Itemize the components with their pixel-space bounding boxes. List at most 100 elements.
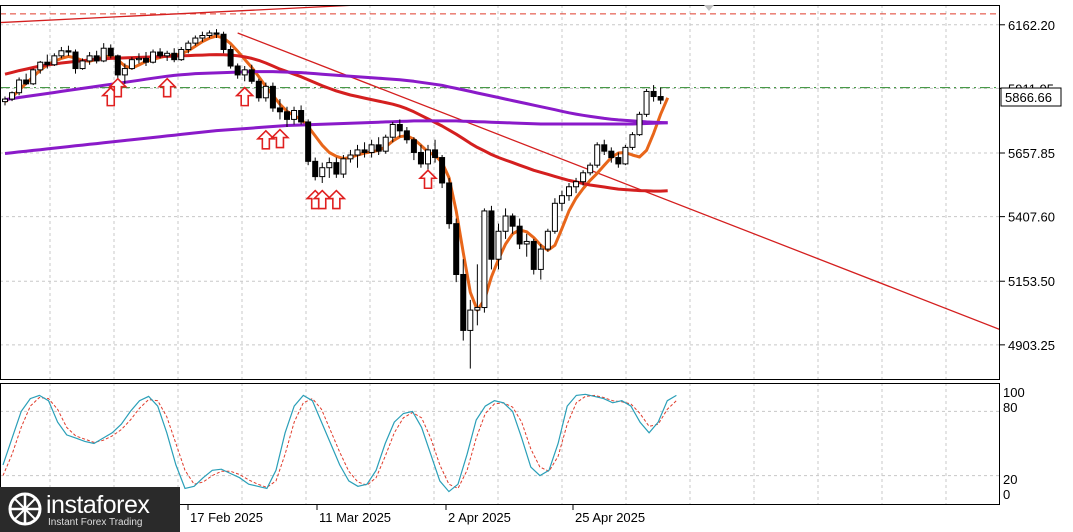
current-price-label: 5866.66 (1005, 90, 1052, 105)
buy-arrow-icon (326, 189, 347, 210)
current-price-tag: 5866.66 (1000, 87, 1062, 107)
candlestick (319, 162, 326, 183)
candlestick (368, 139, 375, 158)
candlestick (615, 152, 622, 168)
candlestick (530, 238, 537, 275)
candlestick (601, 139, 608, 155)
candlestick (580, 170, 587, 186)
candlestick (164, 50, 171, 61)
candlestick (171, 48, 178, 63)
candlestick (474, 264, 481, 326)
logo-tagline-text: Instant Forex Trading (48, 517, 143, 528)
x-tick-label: 2 Apr 2025 (448, 510, 511, 525)
candlestick (16, 77, 23, 96)
candlestick (284, 106, 290, 128)
buy-arrow-icon (418, 169, 438, 190)
candlestick (51, 53, 58, 67)
stochastic-main-line (2, 393, 677, 493)
trendline (237, 32, 1000, 331)
candlestick (594, 142, 601, 168)
candlestick (622, 144, 629, 166)
candlestick (44, 54, 51, 69)
buy-arrow-icon (234, 86, 255, 107)
candlestick (100, 43, 107, 63)
candlestick (298, 105, 305, 125)
candlestick (241, 66, 248, 82)
candlestick (157, 48, 164, 59)
y-tick-label: 5657.85 (1008, 146, 1055, 161)
candlestick (417, 144, 424, 168)
candlestick (566, 182, 572, 201)
stochastic-level-label: 100 (1003, 385, 1025, 400)
buy-arrow-icon (107, 77, 128, 98)
trendline (0, 5, 358, 24)
candlestick (206, 30, 213, 39)
candlestick (86, 52, 93, 65)
main-plot-area (0, 5, 1000, 369)
candlestick (213, 29, 220, 39)
y-tick-label: 5407.60 (1008, 210, 1055, 225)
candlestick (93, 50, 100, 64)
candlestick (587, 162, 594, 176)
candlestick (248, 64, 255, 84)
candlestick (312, 157, 319, 181)
candlestick (516, 218, 523, 250)
x-tick-label: 11 Mar 2025 (319, 510, 391, 525)
candlestick (629, 132, 636, 150)
candlestick (551, 198, 558, 234)
main-plot-frame (0, 5, 1000, 380)
y-tick-label: 6162.20 (1008, 18, 1055, 33)
candlestick (291, 106, 298, 125)
candlestick (382, 134, 389, 154)
candlestick (558, 190, 565, 211)
candlestick (467, 299, 474, 369)
candlestick (495, 223, 502, 270)
candlestick (234, 63, 241, 79)
buy-arrow-icon (255, 129, 276, 150)
candlestick (9, 91, 16, 102)
candlestick (305, 119, 312, 166)
candlestick (375, 137, 382, 155)
candlestick (333, 157, 340, 178)
stochastic-level-label: 80 (1003, 400, 1017, 415)
stochastic-plot-area (0, 393, 1000, 493)
candlestick (143, 52, 149, 67)
x-axis: 17 Feb 2025 11 Mar 2025 2 Apr 2025 25 Apr 2… (187, 505, 645, 525)
candlestick (150, 49, 157, 64)
candlestick (396, 119, 403, 138)
candlestick (23, 73, 30, 86)
candlestick (650, 85, 657, 102)
y-tick-label: 5153.50 (1008, 274, 1055, 289)
candlestick (37, 60, 44, 74)
stochastic-level-label: 0 (1003, 487, 1010, 502)
candlestick (192, 35, 199, 46)
stochastic-level-label: 20 (1003, 472, 1017, 487)
scroll-marker-icon[interactable] (704, 5, 714, 11)
buy-arrow-icon (157, 77, 178, 98)
candlestick (135, 53, 142, 64)
candlestick (58, 46, 65, 59)
instaforex-logo-icon (8, 492, 42, 526)
candlestick (636, 111, 643, 136)
candlestick (326, 157, 333, 178)
x-tick-label: 25 Apr 2025 (575, 510, 645, 525)
candlestick (403, 127, 410, 144)
stochastic-signal-line (2, 394, 677, 490)
candlestick (537, 243, 544, 280)
candlestick (488, 205, 495, 270)
candlestick (107, 44, 114, 59)
candlestick (502, 208, 509, 239)
candlestick (114, 54, 121, 79)
moving-average-line (4, 119, 668, 155)
candlestick (227, 45, 234, 69)
candlestick (347, 149, 354, 163)
candlestick (30, 68, 37, 86)
candlestick (544, 228, 551, 252)
candlestick (72, 49, 79, 74)
candlestick (65, 45, 72, 56)
candlestick (453, 218, 460, 283)
candlestick (220, 31, 227, 54)
x-tick-label: 17 Feb 2025 (190, 510, 263, 525)
